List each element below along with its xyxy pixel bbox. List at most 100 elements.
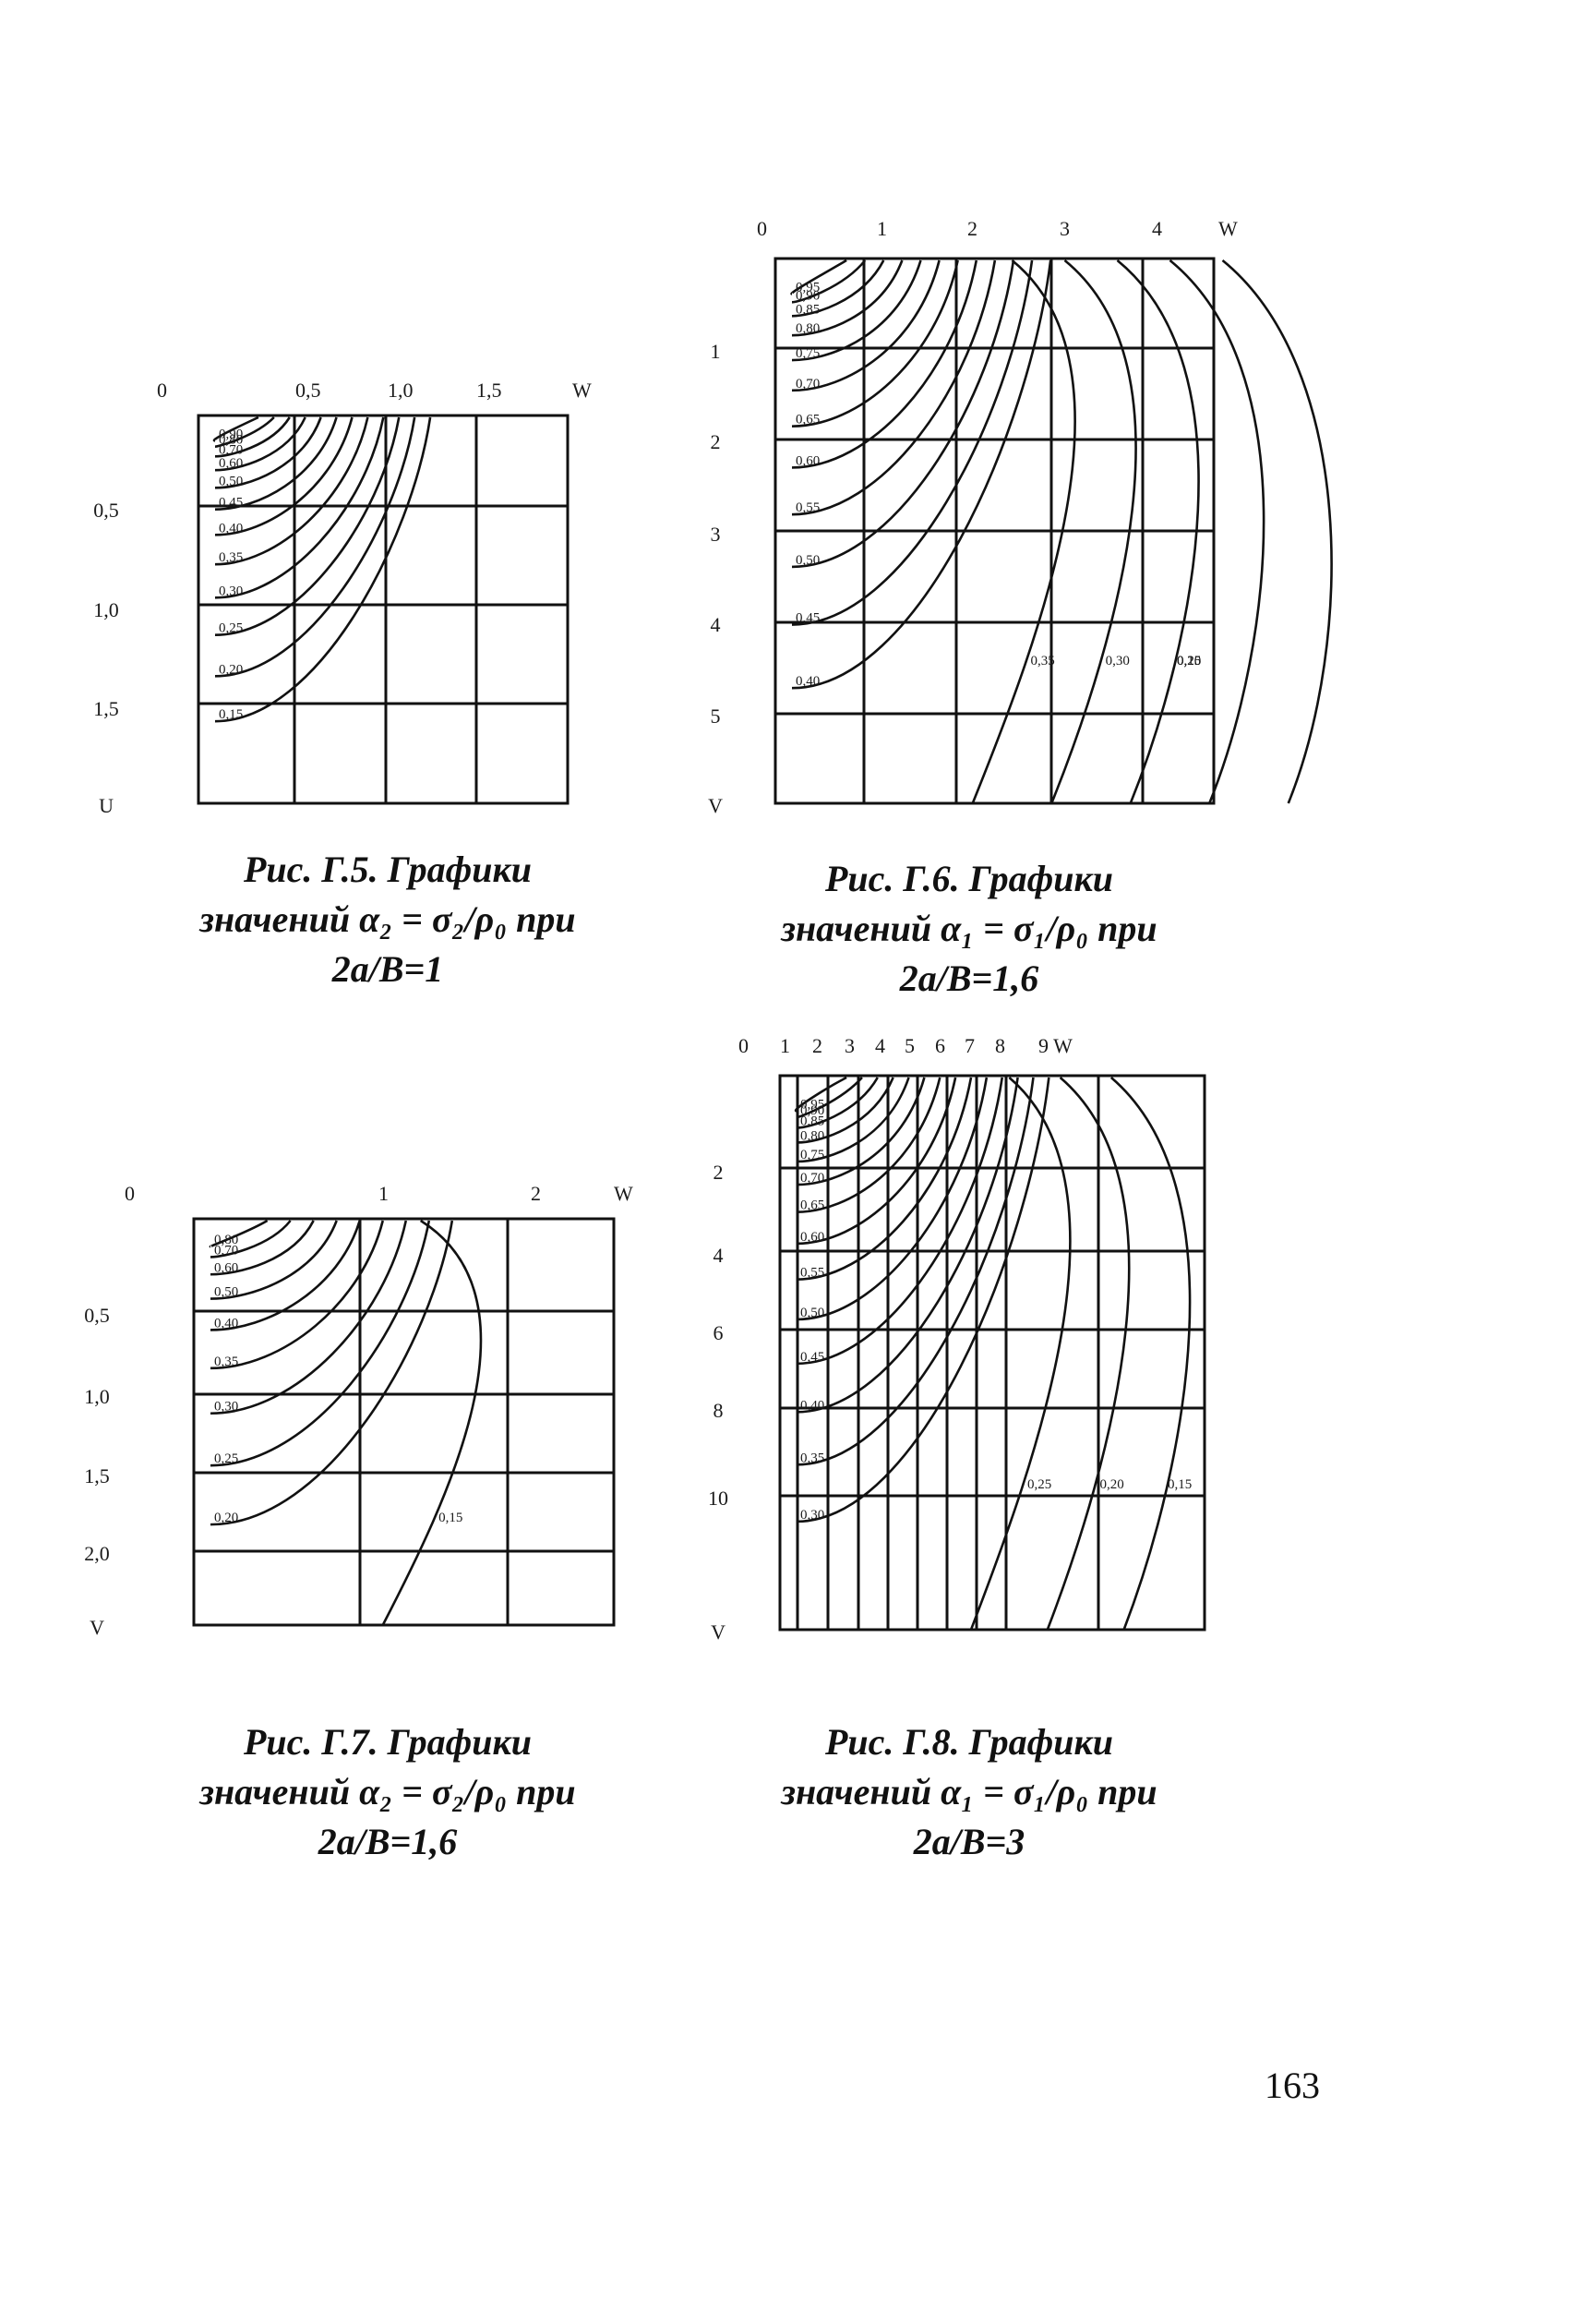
- iso-curve-label: 0,50: [800, 1306, 824, 1320]
- w-axis-tick-label: 2: [812, 1034, 822, 1057]
- far-iso-curve: [1109, 1077, 1192, 1631]
- iso-curve: [791, 259, 885, 318]
- iso-curve-label: 0,20: [214, 1511, 238, 1525]
- iso-curve-label: 0,45: [219, 496, 243, 511]
- caption-line-2: значений α₂ = σ₂/ρ₀ при: [199, 1771, 576, 1812]
- w-axis-tick-label: 2: [967, 217, 977, 240]
- iso-curve-label: 0,70: [219, 442, 243, 457]
- v-axis-tick-label: 2,0: [84, 1542, 110, 1565]
- far-iso-curve-label: 0,15: [1168, 1477, 1192, 1492]
- figure-g6-chart: 0 1 2 3 4 W 1 2 3 4 5 V 0,950,900,85 0,80 0,75 0,70 0,65…: [708, 217, 1333, 817]
- iso-curve: [796, 1077, 1035, 1466]
- iso-curve: [214, 416, 338, 511]
- caption-line-3: 2a/B=1,6: [899, 957, 1039, 999]
- iso-curve-label: 0,40: [214, 1316, 238, 1331]
- iso-curve-label: 0,50: [219, 474, 243, 488]
- iso-curve-label: 0,90: [219, 427, 243, 441]
- iso-curve: [210, 1220, 361, 1331]
- w-axis-tick-label: W: [1218, 217, 1238, 240]
- iso-curve-label: 0,70: [214, 1243, 238, 1258]
- w-axis-tick-label: 0: [738, 1034, 749, 1057]
- far-iso-curve: [1169, 259, 1265, 804]
- iso-curve: [791, 259, 997, 516]
- iso-curve-label: 0,95: [796, 280, 820, 295]
- far-iso-curve: [969, 1077, 1072, 1631]
- w-axis-tick-label: 1: [877, 217, 887, 240]
- plot-frame: [778, 1074, 1206, 1632]
- iso-curve-label: 0,70: [796, 377, 820, 391]
- iso-curve-label: 0,30: [800, 1508, 824, 1523]
- v-axis-tick-label: 4: [714, 1244, 724, 1267]
- v-axis-tick-label: 3: [711, 523, 721, 546]
- v-axis-tick-label: 0,5: [84, 1304, 110, 1327]
- iso-curve: [796, 1077, 894, 1144]
- far-iso-curve: [1116, 259, 1200, 804]
- iso-curve: [796, 1077, 1019, 1414]
- iso-curve: [210, 1220, 431, 1467]
- iso-curve-label: 0,90: [800, 1103, 824, 1118]
- caption-line-1: Рис. Г.8. Графики: [824, 1721, 1114, 1763]
- figure-g7-chart: 0 1 2 W 0,5 1,0 1,5 2,0 V 0,800,70 0,60 0,50 0,40 0,3…: [84, 1182, 633, 1639]
- iso-curve-label: 0,80: [800, 1128, 824, 1143]
- iso-curve-label: 0,35: [800, 1451, 824, 1465]
- iso-curve: [791, 259, 904, 337]
- iso-curve: [791, 259, 978, 469]
- w-axis-tick-label: 3: [845, 1034, 855, 1057]
- iso-curve: [214, 416, 275, 448]
- iso-curve-label: 0,40: [219, 521, 243, 536]
- iso-curve: [796, 1077, 941, 1214]
- far-iso-curve: [1046, 1077, 1131, 1631]
- iso-curve-label: 0,60: [796, 453, 820, 468]
- iso-curve-label: 0,85: [800, 1114, 824, 1129]
- iso-curve: [796, 1077, 863, 1119]
- v-axis-tick-label: 1: [711, 340, 721, 363]
- v-axis-tick-label: V: [708, 794, 723, 817]
- caption-line-1: Рис. Г.5. Графики: [243, 849, 533, 890]
- iso-curve-label: 0,45: [796, 611, 820, 626]
- iso-curve: [796, 1077, 910, 1163]
- v-axis-tick-label: 1,0: [93, 598, 119, 621]
- iso-curve-label: 0,30: [219, 584, 243, 598]
- plot-frame: [192, 1217, 616, 1627]
- far-iso-curve: [1050, 259, 1137, 804]
- v-axis-tick-label: 2: [711, 430, 721, 453]
- iso-curve-label: 0,60: [219, 456, 243, 471]
- iso-curve-label: 0,50: [796, 553, 820, 568]
- w-axis-tick-label: 4: [1152, 217, 1162, 240]
- iso-curve: [796, 1077, 1004, 1366]
- w-axis-tick-label: W: [614, 1182, 633, 1205]
- iso-curve-label: 0,80: [214, 1233, 238, 1247]
- iso-curve: [214, 416, 291, 458]
- iso-curve: [214, 416, 432, 723]
- iso-curve-label: 0,25: [219, 621, 243, 636]
- iso-curve: [214, 416, 354, 536]
- iso-curve: [790, 259, 847, 295]
- iso-curve-label: 0,20: [219, 662, 243, 677]
- iso-curve-label: 0,60: [800, 1230, 824, 1245]
- caption-line-3: 2a/B=1: [331, 948, 444, 990]
- iso-curve-label: 0,90: [796, 288, 820, 303]
- far-iso-curve: [1221, 259, 1333, 804]
- plot-frame: [197, 414, 570, 805]
- w-axis-tick-label: 3: [1060, 217, 1070, 240]
- v-axis-tick-label: 4: [711, 613, 721, 636]
- iso-curve: [796, 1077, 957, 1246]
- caption-line-2: значений α₁ = σ₁/ρ₀ при: [781, 1771, 1157, 1812]
- w-axis-tick-label: 1: [378, 1182, 389, 1205]
- iso-curve: [796, 1077, 1050, 1523]
- w-axis-tick-label: 1,5: [476, 379, 502, 402]
- iso-curve-label: 0,40: [796, 674, 820, 689]
- iso-curve: [210, 1220, 338, 1300]
- iso-curve: [796, 1077, 973, 1281]
- v-axis-tick-label: 1,5: [84, 1464, 110, 1487]
- v-axis-tick-label: 0,5: [93, 499, 119, 522]
- iso-curve-label: 0,65: [796, 413, 820, 427]
- figure-g8-caption: Рис. Г.8. Графики значений α₁ = σ₁/ρ₀ пр…: [711, 1717, 1228, 1867]
- caption-line-1: Рис. Г.6. Графики: [824, 858, 1114, 899]
- v-axis-tick-label: 5: [711, 704, 721, 728]
- far-iso-curve: [381, 1219, 483, 1626]
- iso-curve: [210, 1220, 408, 1415]
- w-axis-tick-label: 2: [531, 1182, 541, 1205]
- v-axis-tick-label: 8: [714, 1399, 724, 1422]
- w-axis-tick-label: 9 W: [1038, 1034, 1073, 1057]
